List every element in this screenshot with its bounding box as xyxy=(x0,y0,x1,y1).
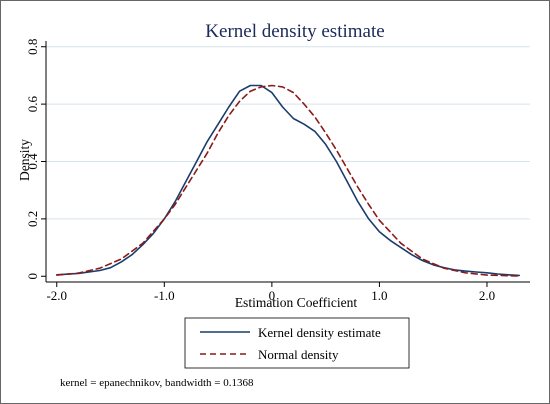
x-tick-label: 2.0 xyxy=(479,288,495,303)
kernel-note: kernel = epanechnikov, bandwidth = 0.136… xyxy=(60,377,254,389)
grid-lines xyxy=(46,46,530,220)
legend-label-normal: Normal density xyxy=(258,347,339,362)
legend: Kernel density estimate Normal density xyxy=(184,317,410,369)
x-tick-label: 1.0 xyxy=(371,288,387,303)
y-tick-label: 0.2 xyxy=(25,211,40,227)
y-axis-ticks: 0 0.2 0.4 0.6 0.8 xyxy=(25,39,46,280)
y-tick-label: 0.6 xyxy=(25,95,40,112)
x-axis-ticks: -2.0 -1.0 0 1.0 2.0 xyxy=(46,282,495,303)
chart-title: Kernel density estimate xyxy=(205,21,384,42)
legend-box xyxy=(184,317,410,369)
y-tick-label: 0.8 xyxy=(25,39,40,55)
x-axis-title: Estimation Coefficient xyxy=(235,295,358,310)
series-lines xyxy=(55,84,521,277)
y-tick-label: 0.4 xyxy=(25,153,40,170)
y-axis-title: Density xyxy=(17,139,32,181)
legend-label-kernel: Kernel density estimate xyxy=(258,325,381,340)
x-tick-label: -2.0 xyxy=(46,288,67,303)
x-tick-label: -1.0 xyxy=(154,288,175,303)
x-tick-label: 0 xyxy=(269,288,276,303)
normal-density-line xyxy=(55,84,521,277)
y-tick-label: 0 xyxy=(25,273,40,280)
